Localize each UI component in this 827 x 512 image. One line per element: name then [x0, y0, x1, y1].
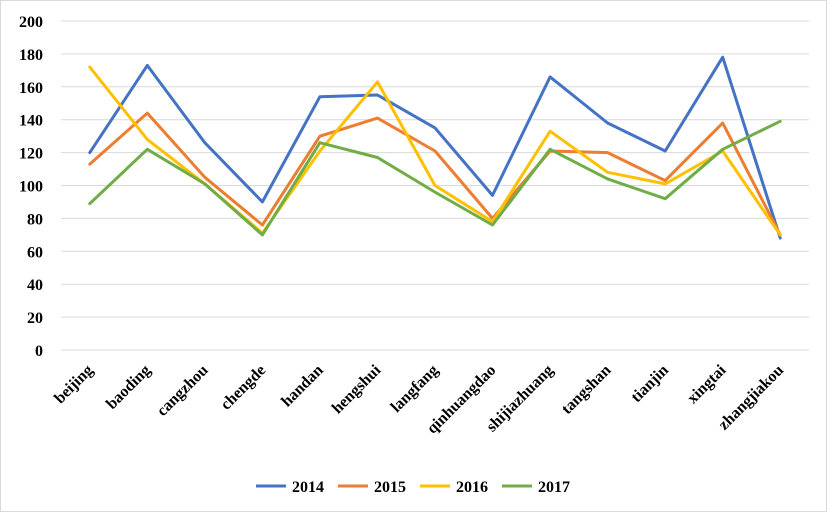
y-tick-label: 100 — [19, 179, 43, 196]
y-axis-ticks: 0 20 40 60 80 100 120 140 160 180 200 — [19, 14, 43, 360]
series-line-2015 — [88, 111, 782, 237]
y-tick-label: 60 — [27, 244, 43, 261]
y-tick-label: 40 — [27, 277, 43, 294]
legend-label-2014: 2014 — [292, 479, 324, 496]
y-tick-label: 160 — [19, 80, 43, 97]
x-axis-ticks: beijing baoding cangzhou chengde handan hengs… — [51, 361, 787, 437]
x-tick-label: langfang — [388, 362, 442, 416]
y-tick-label: 200 — [19, 14, 43, 31]
x-tick-label: tianjin — [628, 362, 672, 406]
y-tick-label: 0 — [35, 343, 43, 360]
legend-label-2016: 2016 — [456, 479, 488, 496]
x-tick-label: cangzhou — [154, 362, 212, 420]
x-tick-label: beijing — [51, 362, 96, 407]
series-lines — [88, 55, 782, 240]
y-tick-label: 140 — [19, 113, 43, 130]
x-tick-label: tangshan — [558, 362, 614, 418]
x-tick-label: handan — [278, 362, 327, 411]
x-tick-label: xingtai — [684, 361, 730, 407]
x-tick-label: chengde — [218, 362, 270, 414]
y-tick-label: 20 — [27, 310, 43, 327]
legend-label-2017: 2017 — [538, 479, 570, 496]
y-tick-label: 80 — [27, 211, 43, 228]
x-tick-label: baoding — [103, 362, 154, 413]
y-tick-label: 180 — [19, 47, 43, 64]
x-tick-label: hengshui — [329, 361, 385, 417]
y-tick-label: 120 — [19, 146, 43, 163]
series-line-2017 — [88, 119, 782, 237]
legend: 2014 2015 2016 2017 — [256, 479, 570, 496]
series-line-2014 — [88, 55, 782, 240]
legend-label-2015: 2015 — [374, 479, 406, 496]
